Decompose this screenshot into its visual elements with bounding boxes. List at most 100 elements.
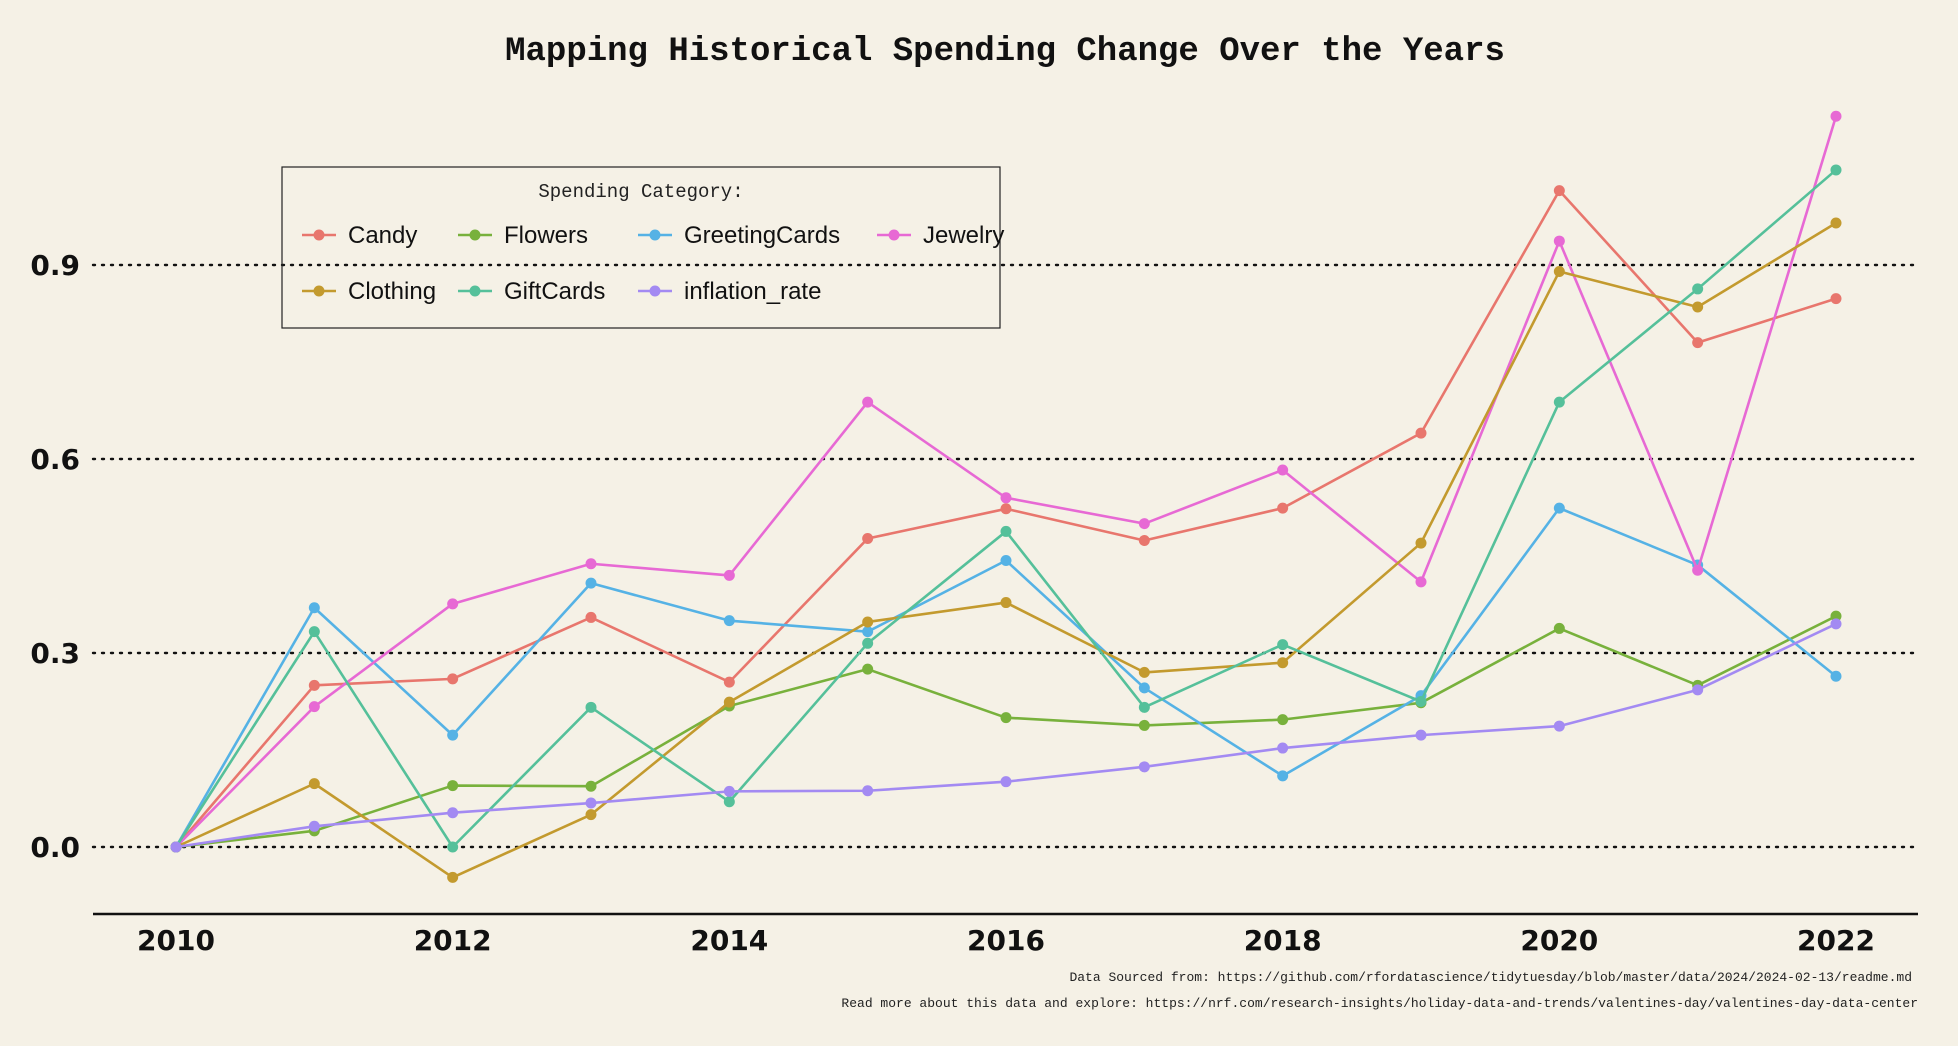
series-flowers	[170, 610, 1842, 853]
data-point	[1692, 564, 1704, 576]
data-point	[1553, 185, 1565, 197]
data-point	[723, 569, 735, 581]
data-point	[308, 820, 320, 832]
legend-swatch-dot	[649, 229, 661, 241]
data-point	[1415, 427, 1427, 439]
data-point	[170, 841, 182, 853]
data-point	[308, 679, 320, 691]
legend-label: Clothing	[348, 278, 436, 305]
data-point	[1138, 518, 1150, 530]
data-point	[447, 871, 459, 883]
legend-item-greetingcards: GreetingCards	[638, 222, 840, 249]
x-tick-label: 2020	[1520, 924, 1598, 957]
x-axis: 2010 2012 2014 2016 2018 2020 2022	[93, 912, 1918, 957]
data-point	[585, 809, 597, 821]
data-point	[1000, 503, 1012, 515]
data-point	[1277, 657, 1289, 669]
data-point	[585, 701, 597, 713]
data-point	[1830, 110, 1842, 122]
data-point	[723, 785, 735, 797]
data-point	[1692, 283, 1704, 295]
data-point	[1138, 701, 1150, 713]
data-point	[447, 598, 459, 610]
data-point	[1553, 265, 1565, 277]
data-point	[1000, 776, 1012, 788]
data-point	[585, 780, 597, 792]
data-point	[1277, 502, 1289, 514]
data-point	[1692, 684, 1704, 696]
legend-label: GreetingCards	[684, 222, 840, 249]
x-tick-label: 2018	[1244, 924, 1322, 957]
data-point	[1138, 761, 1150, 773]
data-point	[585, 797, 597, 809]
data-point	[308, 626, 320, 638]
legend-label: GiftCards	[504, 278, 605, 305]
data-point	[723, 676, 735, 688]
x-tick-label: 2016	[967, 924, 1045, 957]
data-point	[1277, 770, 1289, 782]
data-point	[862, 533, 874, 545]
data-point	[1138, 682, 1150, 694]
data-point	[862, 785, 874, 797]
data-point	[862, 626, 874, 638]
data-point	[862, 637, 874, 649]
series-candy	[170, 185, 1842, 853]
grid	[91, 263, 1915, 849]
legend-swatch-dot	[313, 285, 325, 297]
data-point	[308, 602, 320, 614]
data-point	[447, 807, 459, 819]
legend: Spending Category: Candy Flowers GreetingC…	[281, 166, 1004, 329]
data-point	[1138, 719, 1150, 731]
data-point	[308, 701, 320, 713]
y-tick-label: 0.9	[30, 249, 80, 282]
legend-title: Spending Category:	[538, 181, 743, 203]
data-point	[1277, 464, 1289, 476]
data-point	[1830, 164, 1842, 176]
x-tick-label: 2014	[690, 924, 768, 957]
legend-label: Candy	[348, 222, 417, 249]
data-point	[723, 696, 735, 708]
data-point	[1277, 742, 1289, 754]
legend-swatch-dot	[469, 229, 481, 241]
data-point	[1830, 293, 1842, 305]
data-point	[447, 729, 459, 741]
read-more-caption: Read more about this data and explore: h…	[841, 996, 1918, 1011]
data-point	[862, 616, 874, 628]
data-point	[1000, 555, 1012, 567]
legend-label: Flowers	[504, 222, 588, 249]
data-point	[723, 615, 735, 627]
legend-item-jewelry: Jewelry	[877, 222, 1004, 249]
series-jewelry	[170, 110, 1842, 853]
data-point	[723, 796, 735, 808]
data-point	[1553, 502, 1565, 514]
x-tick-label: 2022	[1797, 924, 1875, 957]
data-point	[447, 841, 459, 853]
data-point	[308, 778, 320, 790]
series-line	[175, 115, 1838, 848]
data-point	[1692, 337, 1704, 349]
series-giftcards	[170, 164, 1842, 853]
data-point	[1830, 217, 1842, 229]
data-point	[1138, 666, 1150, 678]
data-point	[1415, 576, 1427, 588]
legend-swatch-dot	[313, 229, 325, 241]
data-point	[1553, 720, 1565, 732]
series-line	[175, 622, 1837, 849]
legend-item-flowers: Flowers	[458, 222, 588, 249]
data-point	[1553, 622, 1565, 634]
legend-item-candy: Candy	[302, 222, 417, 249]
data-point	[1415, 729, 1427, 741]
legend-item-giftcards: GiftCards	[458, 278, 605, 305]
x-tick-label: 2010	[137, 924, 215, 957]
y-tick-label: 0.6	[30, 443, 80, 476]
data-point	[585, 558, 597, 570]
series-lines	[170, 110, 1842, 883]
data-point	[585, 611, 597, 623]
data-point	[1415, 696, 1427, 707]
data-point	[1000, 712, 1012, 724]
legend-label: Jewelry	[923, 222, 1004, 249]
series-inflation-rate	[170, 618, 1842, 853]
data-point	[1138, 534, 1150, 546]
legend-swatch-dot	[469, 285, 481, 297]
